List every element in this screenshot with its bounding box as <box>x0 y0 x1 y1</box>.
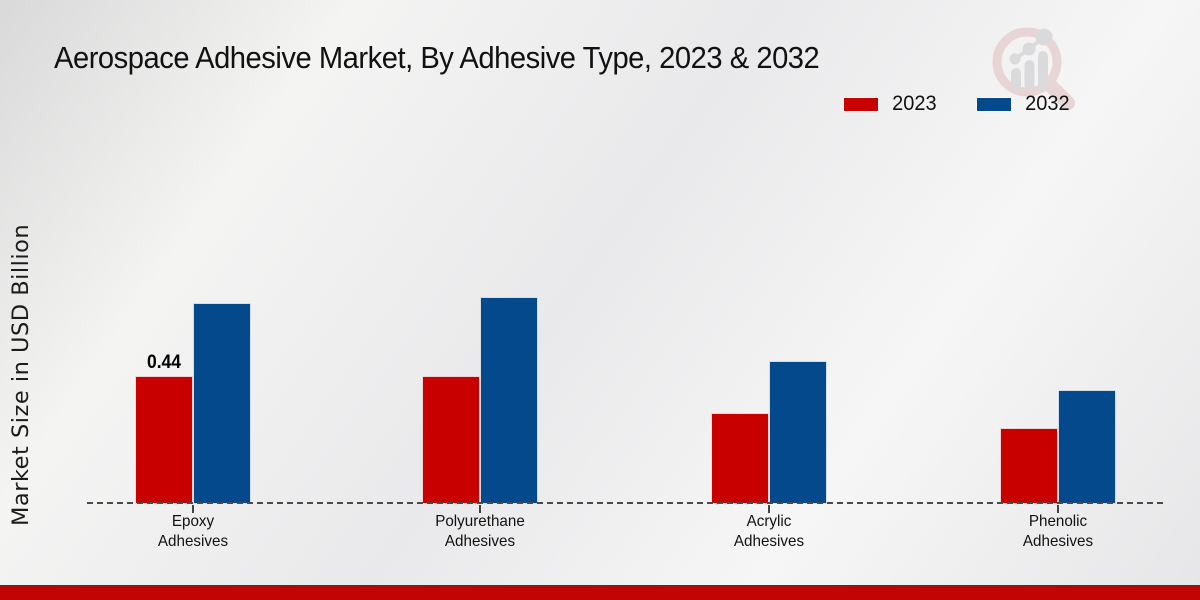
footer-accent-bar <box>0 585 1200 600</box>
bar-2023-polyurethane-adhesives <box>422 375 480 504</box>
legend-item-2032: 2032 <box>975 92 1071 116</box>
x-tick-polyurethane-adhesives <box>479 505 481 513</box>
legend-label-2032: 2032 <box>1024 92 1070 115</box>
legend-swatch-2023 <box>843 96 879 112</box>
x-tick-epoxy-adhesives <box>191 505 194 513</box>
data-label-2023-epoxy-adhesives: 0.44 <box>146 351 181 373</box>
legend-item-2023: 2023 <box>843 92 938 116</box>
bar-2032-acrylic-adhesives <box>769 360 827 504</box>
bar-2023-phenolic-adhesives <box>999 428 1058 504</box>
legend: 2023 2032 <box>843 92 1070 116</box>
x-tick-label-polyurethane-adhesives: Polyurethane Adhesives <box>435 513 525 550</box>
x-tick-label-epoxy-adhesives: Epoxy Adhesives <box>157 513 228 550</box>
x-tick-phenolic-adhesives <box>1056 505 1059 513</box>
bar-2032-epoxy-adhesives <box>192 302 251 504</box>
bar-2023-acrylic-adhesives <box>711 413 769 504</box>
zero-baseline-dashed <box>87 502 1163 504</box>
bar-2023-epoxy-adhesives <box>134 375 193 504</box>
bar-2032-polyurethane-adhesives <box>480 296 538 504</box>
bar-2032-phenolic-adhesives <box>1057 390 1116 504</box>
legend-label-2023: 2023 <box>892 92 937 115</box>
x-tick-acrylic-adhesives <box>768 505 770 513</box>
magnifier-bar-chart-watermark-logo <box>992 27 1075 110</box>
x-tick-label-acrylic-adhesives: Acrylic Adhesives <box>733 513 805 550</box>
legend-swatch-2032 <box>975 96 1012 112</box>
x-tick-label-phenolic-adhesives: Phenolic Adhesives <box>1022 513 1093 550</box>
chart-title: Aerospace Adhesive Market, By Adhesive T… <box>54 40 820 75</box>
